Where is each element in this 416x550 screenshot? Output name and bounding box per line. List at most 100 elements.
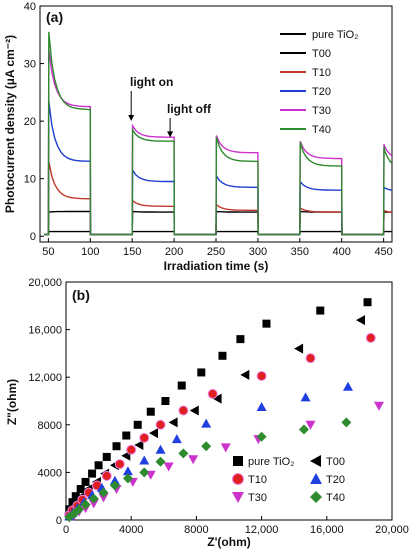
panel-b-ylabel: Z"(ohm) bbox=[5, 379, 19, 425]
series-triangle-left bbox=[64, 315, 366, 518]
series-line bbox=[44, 49, 393, 236]
panel-b-xlabel: Z'(ohm) bbox=[207, 535, 251, 549]
legend-entry: T20 bbox=[326, 474, 345, 486]
panel-b-chart: (b) 0 4000 8000 12,000 16,000 20,000 0 4000 8000… bbox=[5, 277, 409, 549]
legend-entry: T30 bbox=[312, 105, 331, 117]
y-tick-label: 20 bbox=[24, 116, 36, 128]
data-point bbox=[316, 306, 325, 315]
panel-a-chart: (a) 50 100 150 200 250 300 350 400 450010203040 … bbox=[3, 1, 393, 273]
data-point bbox=[232, 473, 244, 485]
data-point bbox=[122, 466, 133, 476]
y-tick-label: 40 bbox=[24, 1, 36, 13]
panel-b-frame bbox=[65, 281, 393, 521]
series-diamond bbox=[64, 417, 352, 523]
legend-entry: T10 bbox=[312, 67, 331, 79]
arrow-head bbox=[128, 115, 135, 121]
panel-a-series bbox=[44, 31, 393, 236]
panel-a-ticks: 50 100 150 200 250 300 350 400 450 0 10 20 30 40 bbox=[24, 1, 393, 258]
x-tick-label: 12,000 bbox=[245, 524, 279, 536]
panel-a-ylabel: Photocurrent density (µA cm⁻²) bbox=[3, 35, 17, 213]
data-point bbox=[342, 381, 353, 391]
data-point bbox=[133, 420, 142, 429]
legend-entry: T00 bbox=[312, 48, 331, 60]
data-point bbox=[109, 475, 120, 485]
data-point bbox=[218, 351, 227, 360]
x-tick-label: 250 bbox=[207, 246, 225, 258]
y-tick-label: 0 bbox=[30, 231, 36, 243]
data-point bbox=[201, 418, 212, 428]
data-point bbox=[155, 444, 166, 454]
data-point bbox=[114, 459, 125, 470]
data-point bbox=[178, 405, 189, 416]
data-point bbox=[240, 369, 250, 380]
panel-b-ticks: 0 4000 8000 12,000 16,000 20,000 0 4000 8000 12,0… bbox=[28, 277, 408, 536]
data-point bbox=[88, 469, 97, 478]
x-tick-label: 16,000 bbox=[310, 524, 344, 536]
data-point bbox=[262, 319, 271, 328]
x-tick-label: 0 bbox=[63, 524, 69, 536]
data-point bbox=[139, 467, 150, 478]
data-point bbox=[69, 508, 80, 519]
data-point bbox=[189, 405, 199, 416]
x-tick-label: 8000 bbox=[184, 524, 208, 536]
data-point bbox=[232, 492, 244, 503]
series-circle bbox=[64, 332, 376, 521]
legend-entry: T20 bbox=[312, 86, 331, 98]
data-point bbox=[102, 452, 111, 461]
y-tick-label: 20,000 bbox=[28, 277, 62, 289]
data-point bbox=[81, 477, 90, 486]
data-point bbox=[149, 428, 159, 439]
series-line bbox=[44, 31, 393, 236]
x-tick-label: 200 bbox=[165, 246, 183, 258]
data-point bbox=[163, 462, 174, 472]
data-point bbox=[134, 440, 144, 451]
data-point bbox=[356, 315, 366, 326]
x-tick-label: 400 bbox=[333, 246, 351, 258]
data-point bbox=[298, 424, 309, 435]
legend-entry: T00 bbox=[326, 456, 345, 468]
y-tick-label: 0 bbox=[56, 515, 62, 527]
data-point bbox=[98, 487, 109, 498]
annotation-light-on: light on bbox=[130, 75, 173, 89]
data-point bbox=[71, 492, 80, 501]
data-point bbox=[300, 392, 311, 402]
panel-b-legend: pure TiO₂ T00 T10 T20 T30 T40 bbox=[232, 455, 345, 504]
panel-b-label: (b) bbox=[72, 287, 90, 303]
data-point bbox=[146, 407, 155, 416]
data-point bbox=[310, 473, 322, 484]
x-tick-label: 450 bbox=[374, 246, 392, 258]
data-point bbox=[256, 401, 267, 411]
data-point bbox=[74, 504, 85, 515]
panel-a-legend: pure TiO₂ T00 T10 T20 T30 T40 bbox=[280, 29, 358, 136]
data-point bbox=[310, 455, 321, 467]
data-point bbox=[139, 432, 150, 443]
y-tick-label: 16,000 bbox=[28, 325, 62, 337]
data-point bbox=[188, 455, 199, 465]
data-point bbox=[122, 473, 133, 484]
data-point bbox=[256, 431, 267, 442]
legend-entry: T30 bbox=[248, 492, 267, 504]
series-line bbox=[44, 161, 393, 236]
data-point bbox=[305, 353, 316, 364]
y-tick-label: 30 bbox=[24, 59, 36, 71]
x-tick-label: 150 bbox=[123, 246, 141, 258]
x-tick-label: 300 bbox=[249, 246, 267, 258]
data-point bbox=[171, 434, 182, 444]
panel-a-annotations: light on light off bbox=[128, 75, 212, 138]
data-point bbox=[212, 393, 222, 404]
data-point bbox=[294, 343, 304, 354]
data-point bbox=[220, 443, 231, 453]
panel-a-xlabel: Irradiation time (s) bbox=[164, 259, 269, 273]
data-point bbox=[365, 332, 376, 343]
panel-a-label: (a) bbox=[46, 9, 63, 25]
data-point bbox=[341, 417, 352, 428]
series-triangle-up bbox=[64, 381, 353, 521]
data-point bbox=[178, 448, 189, 459]
data-point bbox=[161, 397, 170, 405]
data-point bbox=[233, 456, 243, 466]
y-tick-label: 10 bbox=[24, 174, 36, 186]
legend-entry: T40 bbox=[312, 124, 331, 136]
annotation-light-off: light off bbox=[167, 102, 212, 116]
legend-entry: pure TiO₂ bbox=[312, 29, 358, 41]
